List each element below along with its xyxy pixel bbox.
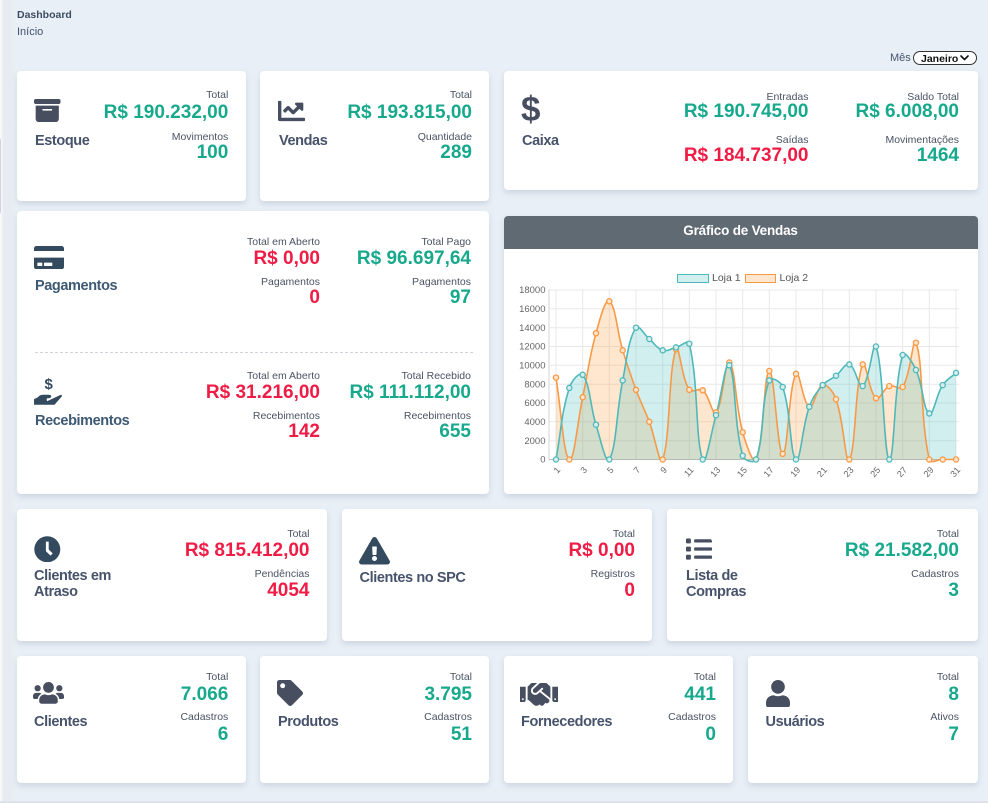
svg-text:0: 0	[540, 455, 545, 466]
svg-text:16000: 16000	[519, 304, 545, 315]
svg-text:13: 13	[708, 465, 722, 479]
svg-text:23: 23	[841, 465, 855, 479]
svg-text:18000: 18000	[519, 285, 545, 296]
svg-text:4000: 4000	[524, 417, 545, 428]
svg-text:29: 29	[921, 465, 935, 479]
svg-text:11: 11	[682, 465, 696, 479]
svg-text:10000: 10000	[519, 361, 545, 372]
svg-text:2000: 2000	[524, 436, 545, 447]
svg-text:9: 9	[658, 465, 669, 475]
svg-text:25: 25	[868, 465, 882, 479]
svg-text:7: 7	[631, 465, 642, 475]
svg-text:27: 27	[894, 465, 908, 479]
svg-text:15: 15	[734, 465, 748, 479]
svg-text:1: 1	[551, 465, 562, 475]
svg-text:19: 19	[788, 465, 802, 479]
svg-text:5: 5	[604, 465, 615, 475]
svg-text:17: 17	[761, 465, 775, 479]
svg-text:6000: 6000	[524, 398, 545, 409]
svg-text:12000: 12000	[519, 342, 545, 353]
svg-text:21: 21	[814, 465, 828, 479]
svg-text:14000: 14000	[519, 323, 545, 334]
svg-text:8000: 8000	[524, 379, 545, 390]
svg-text:3: 3	[578, 465, 589, 475]
svg-text:31: 31	[948, 465, 962, 479]
